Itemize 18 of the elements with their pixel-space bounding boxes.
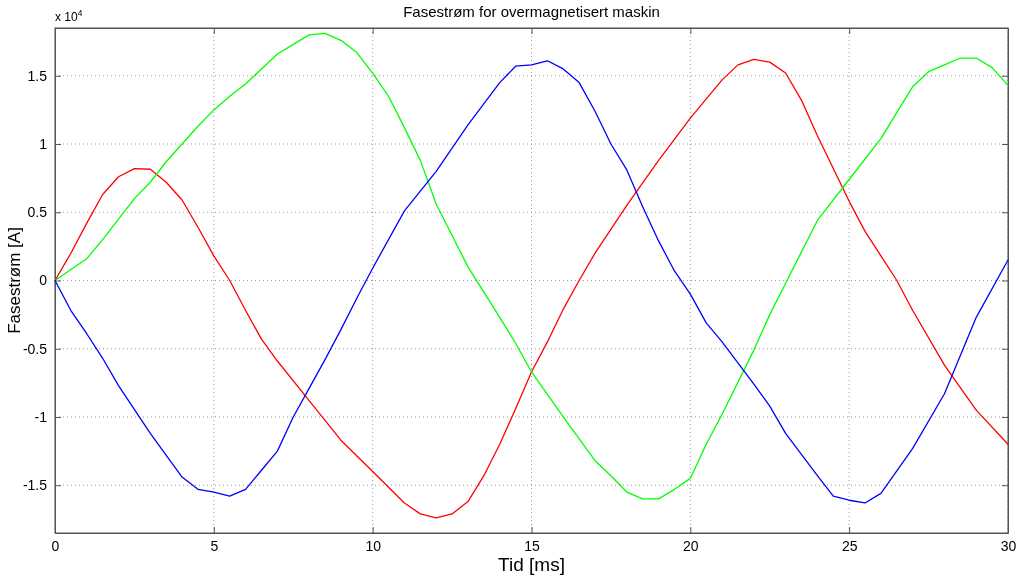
x-tick-label: 10 bbox=[365, 537, 382, 554]
text: x 10$^{4}$ bbox=[55, 8, 83, 24]
y-tick-label: -1.5 bbox=[22, 477, 48, 494]
x-tick-label: 5 bbox=[210, 537, 219, 554]
y-tick-label: 1.5 bbox=[27, 67, 48, 84]
y-tick-label: 1 bbox=[39, 135, 48, 152]
y-tick-label: -0.5 bbox=[22, 340, 48, 357]
x-axis-title: Tid [ms] bbox=[498, 554, 565, 575]
y-tick-label: 0 bbox=[39, 272, 48, 289]
y-tick-label: -1 bbox=[34, 408, 48, 425]
y-axis-title: Fasestrøm [A] bbox=[5, 227, 24, 334]
x-tick-label: 0 bbox=[51, 537, 60, 554]
x-tick-label: 20 bbox=[683, 537, 699, 554]
chart-title: Fasestrøm for overmagnetisert maskin bbox=[403, 3, 660, 20]
y-tick-label: 0.5 bbox=[27, 204, 48, 221]
x-tick-label: 25 bbox=[841, 537, 858, 554]
x-tick-label: 30 bbox=[1000, 537, 1017, 554]
x-tick-label: 15 bbox=[524, 537, 540, 554]
